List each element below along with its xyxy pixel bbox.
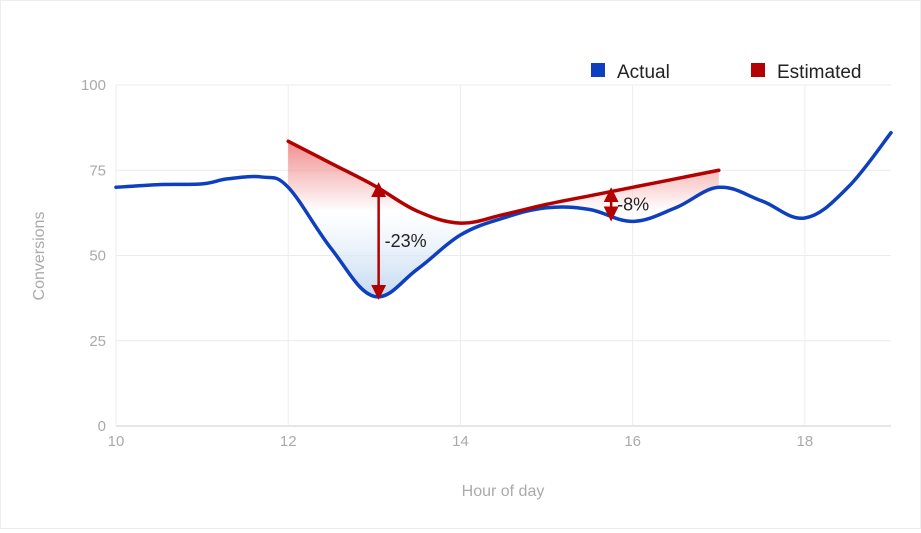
y-tick-label: 100 [81, 77, 106, 94]
series-lines [114, 130, 893, 299]
x-tick-label: 16 [624, 433, 641, 450]
annotations: -23% -8% [371, 182, 649, 300]
x-tick-label: 18 [797, 433, 814, 450]
series-line-estimated [286, 139, 721, 225]
axes: 0 25 50 75 100 10 12 14 16 18 [81, 77, 813, 450]
legend-swatch-estimated [751, 63, 765, 77]
gap-fill-area [288, 141, 719, 297]
annotation-label: -8% [617, 194, 649, 214]
y-tick-label: 50 [89, 248, 106, 265]
annotation-label: -23% [385, 231, 427, 251]
grid-lines [115, 84, 891, 427]
series-line-actual [114, 130, 893, 299]
x-axis-title: Hour of day [462, 483, 545, 500]
x-tick-label: 12 [280, 433, 297, 450]
y-tick-label: 0 [98, 418, 106, 435]
legend: Actual Estimated [591, 62, 861, 83]
x-tick-label: 10 [108, 433, 125, 450]
y-axis-title: Conversions [31, 212, 48, 301]
legend-label-actual: Actual [617, 62, 670, 83]
y-tick-label: 75 [89, 162, 106, 179]
gap-fill [288, 141, 719, 297]
x-tick-label: 14 [452, 433, 469, 450]
legend-swatch-actual [591, 63, 605, 77]
legend-label-estimated: Estimated [777, 62, 861, 83]
y-tick-label: 25 [89, 333, 106, 350]
